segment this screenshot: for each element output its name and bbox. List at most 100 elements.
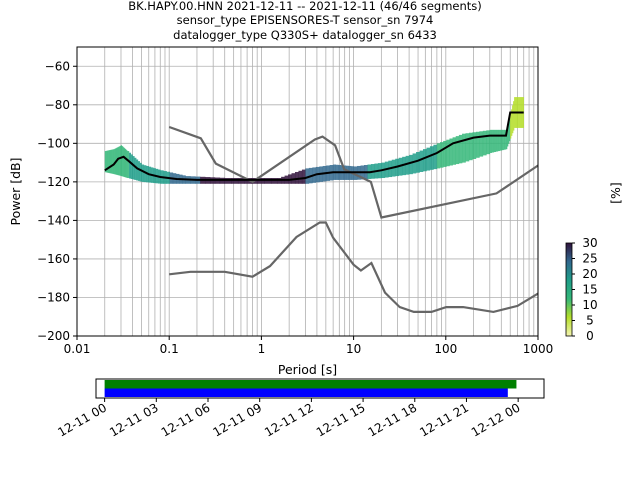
pdf-cell (497, 129, 501, 152)
colorbar-tick-label: 25 (582, 252, 597, 266)
pdf-cell (237, 178, 245, 184)
pdf-cell (465, 133, 470, 162)
pdf-cell (493, 129, 497, 153)
pdf-cell (433, 144, 438, 170)
pdf-cell (409, 154, 413, 175)
pdf-cell (127, 151, 130, 179)
pdf-cell (124, 148, 126, 178)
pdf-cell (452, 137, 457, 165)
x-tick-label: 1000 (523, 342, 554, 356)
pdf-cell (298, 170, 303, 184)
nhnm-curve (168, 125, 539, 219)
pdf-cell (121, 145, 123, 177)
pdf-cell (111, 149, 113, 174)
pdf-cell (126, 150, 128, 178)
pdf-cell (130, 154, 133, 179)
pdf-cell (122, 146, 124, 177)
pdf-cell (503, 129, 507, 150)
pdf-cell (446, 139, 450, 167)
time-tick-label: 12-11 21 (417, 400, 471, 439)
pdf-cell (402, 156, 406, 176)
time-tick-label: 12-11 12 (262, 400, 316, 439)
pdf-cell (513, 101, 515, 131)
pdf-cell (294, 171, 299, 184)
x-tick-label: 1 (258, 342, 266, 356)
pdf-cell (475, 131, 480, 158)
pdf-cell (120, 145, 122, 176)
pdf-cell (489, 129, 493, 153)
pdf-cell (110, 149, 112, 174)
pdf-cell (429, 146, 434, 170)
pdf-cell (119, 146, 121, 176)
pdf-cell (468, 132, 473, 161)
pdf-cell (440, 142, 444, 168)
pdf-cell (495, 129, 499, 152)
pdf-cell (443, 140, 447, 167)
pdf-cell (482, 130, 487, 156)
pdf-cell (510, 113, 512, 139)
pdf-cell (508, 121, 510, 144)
pdf-cell (462, 133, 466, 163)
nlnm-curve (169, 221, 539, 314)
pdf-cell (108, 150, 110, 173)
title-line-1: BK.HAPY.00.HNN 2021-12-11 -- 2021-12-11 … (128, 0, 482, 13)
pdf-cell (104, 151, 107, 173)
pdf-cell (125, 149, 127, 178)
psd-plot: 0.01 0.1 1 10 100 1000 Period [s] −60 −80 −100 −12… (8, 46, 554, 377)
pdf-cell (264, 178, 272, 184)
pdf-cell (134, 157, 137, 180)
pdf-cell (506, 129, 508, 150)
pdf-cell (416, 152, 420, 173)
colorbar-tick-label: 30 (582, 236, 597, 250)
y-tick-label: −120 (37, 175, 70, 189)
pdf-cell (486, 130, 491, 155)
pdf-cell (244, 178, 252, 184)
colorbar-bar (565, 242, 573, 337)
availability-bar (104, 380, 517, 389)
y-tick-label: −180 (37, 290, 70, 304)
pdf-cell (120, 145, 123, 177)
time-tick-label: 12-11 18 (366, 400, 420, 439)
availability-bar (104, 388, 508, 397)
pdf-cell (137, 161, 140, 181)
pdf-cell (458, 134, 463, 164)
pdf-cell (141, 164, 145, 182)
y-tick-label: −60 (45, 59, 70, 73)
pdf-cell (128, 152, 132, 179)
pdf-cell (124, 148, 126, 178)
colorbar-tick-label: 0 (586, 329, 594, 343)
y-axis-label: Power [dB] (8, 157, 23, 225)
x-tick-label: 0.01 (64, 342, 91, 356)
y-tick-label: −140 (37, 213, 70, 227)
pdf-cell (132, 156, 135, 180)
pdf-cell (455, 136, 460, 165)
pdf-cell (507, 125, 509, 147)
pdf-cell (512, 105, 514, 134)
pdf-cell (231, 178, 239, 184)
pdf-cell (123, 147, 125, 177)
x-axis: 0.01 0.1 1 10 100 1000 Period [s] (64, 336, 554, 377)
pdf-cell (472, 132, 477, 159)
time-tick-label: 12-12 00 (469, 400, 523, 439)
pdf-cell (436, 143, 441, 169)
title-line-3: datalogger_type Q330S+ datalogger_sn 643… (173, 28, 437, 42)
pdf-cell (419, 150, 424, 172)
time-tick-label: 12-11 15 (314, 400, 368, 439)
pdf-cell (271, 178, 278, 184)
pdf-cell (449, 138, 453, 166)
pdf-cell (105, 150, 108, 173)
pdf-cell (509, 117, 511, 142)
time-tick-label: 12-11 09 (210, 400, 264, 439)
pdf-cell (118, 146, 120, 176)
pdf-cell (499, 129, 503, 151)
colorbar-tick-label: 20 (582, 267, 597, 281)
y-tick-label: −160 (37, 252, 70, 266)
x-tick-label: 0.1 (160, 342, 179, 356)
pdf-cell (113, 149, 115, 175)
pdf-cell (305, 168, 310, 184)
time-tick-label: 12-11 00 (55, 400, 109, 439)
y-tick-label: −80 (45, 98, 70, 112)
